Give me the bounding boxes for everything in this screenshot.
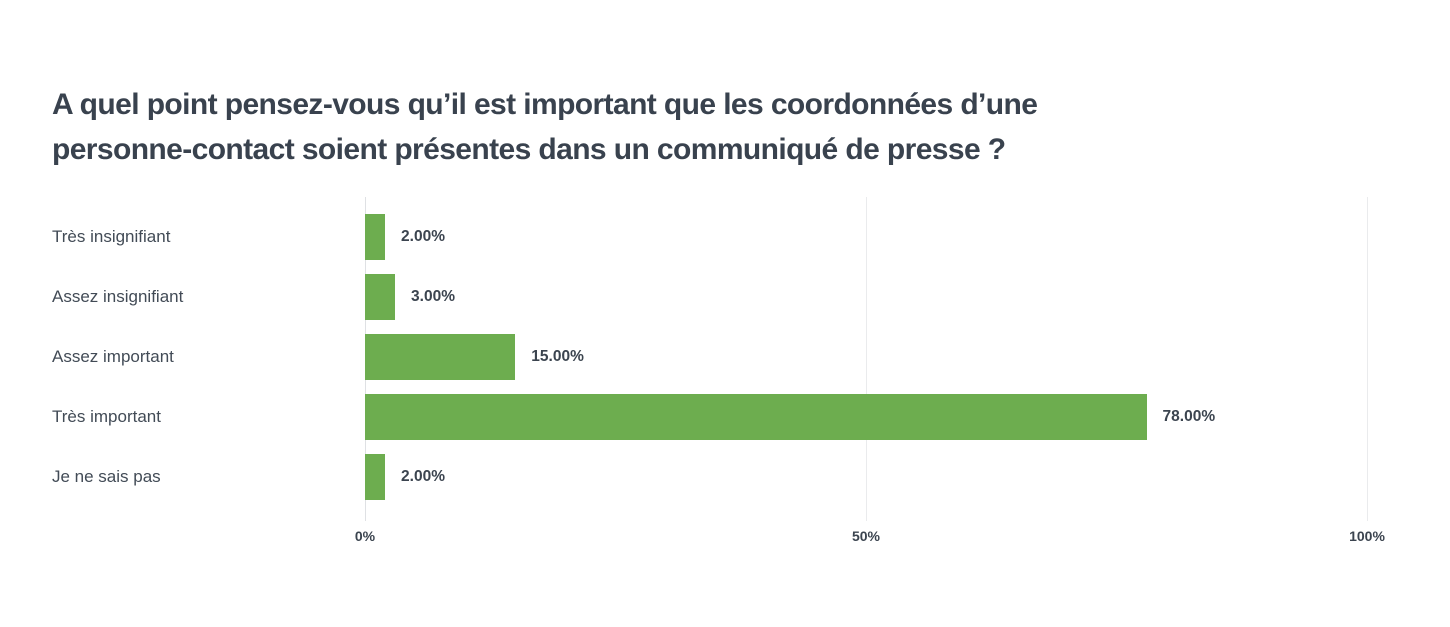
value-label: 3.00% <box>411 288 455 305</box>
value-label: 15.00% <box>531 348 584 365</box>
value-label: 78.00% <box>1162 408 1216 425</box>
x-tick-label: 0% <box>354 528 376 544</box>
gridline-100% <box>1367 197 1368 521</box>
category-label: Très insignifiant <box>52 227 171 246</box>
category-label: Très important <box>52 407 161 426</box>
category-label: Je ne sais pas <box>52 467 161 486</box>
x-tick-label: 100% <box>1349 528 1385 544</box>
bar <box>365 454 386 500</box>
bar <box>365 274 396 320</box>
category-label: Assez insignifiant <box>52 287 184 306</box>
x-tick-label: 50% <box>851 528 881 544</box>
chart-title-line-1: A quel point pensez-vous qu’il est impor… <box>52 88 1038 121</box>
category-label: Assez important <box>52 347 174 366</box>
bar <box>365 394 1147 440</box>
bar <box>365 214 386 260</box>
value-label: 2.00% <box>401 468 445 485</box>
chart-title-line-2: personne-contact soient présentes dans u… <box>52 133 1006 166</box>
bar <box>365 334 516 380</box>
gridline-50% <box>866 197 867 521</box>
chart-title: A quel point pensez-vous qu’il est impor… <box>52 82 1232 172</box>
value-label: 2.00% <box>401 228 445 245</box>
